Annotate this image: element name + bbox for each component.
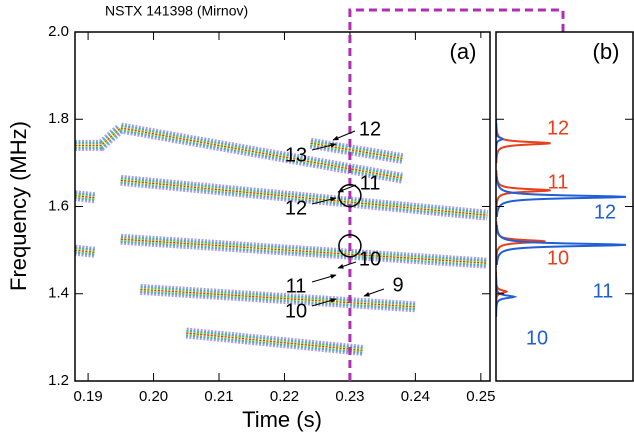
mode-band — [75, 247, 95, 255]
mode-band — [75, 193, 95, 201]
peak-label: 12 — [594, 201, 616, 223]
x-tick-label: 0.24 — [401, 388, 430, 405]
y-tick-label: 2.0 — [48, 23, 69, 40]
mode-band — [140, 288, 416, 308]
chart-title: NSTX 141398 (Mirnov) — [105, 3, 248, 19]
y-axis-label: Frequency (MHz) — [6, 121, 31, 291]
mode-band — [120, 179, 488, 216]
peak-label: 12 — [547, 117, 569, 139]
peak-label: 10 — [526, 327, 548, 349]
label-bg — [582, 38, 630, 66]
mode-band — [75, 192, 96, 202]
x-tick-label: 0.20 — [139, 388, 168, 405]
spectral-peak — [496, 224, 627, 265]
spectral-peak — [496, 118, 505, 159]
mode-band — [120, 238, 488, 264]
annotation-arrow — [337, 261, 357, 269]
x-tick-label: 0.19 — [73, 388, 102, 405]
plot-frame — [495, 31, 634, 382]
mode-band — [75, 190, 96, 204]
annotation-arrow — [337, 184, 357, 193]
y-tick-label: 1.2 — [48, 372, 69, 389]
plot-area — [75, 122, 488, 356]
annotation-arrow — [311, 298, 337, 307]
spectral-peak — [496, 276, 518, 317]
annotation: 13 — [285, 144, 307, 166]
x-tick-label: 0.22 — [270, 388, 299, 405]
annotation-arrow — [363, 288, 385, 297]
y-tick-label: 1.4 — [48, 285, 69, 302]
x-tick-label: 0.23 — [335, 388, 364, 405]
mode-band — [75, 246, 96, 256]
time-marker — [348, 8, 565, 381]
mode-band — [75, 194, 95, 200]
annotation-arrow — [311, 196, 337, 205]
mode-band — [186, 332, 364, 352]
y-tick-label: 1.8 — [48, 110, 69, 127]
y-tick-label: 1.6 — [48, 197, 69, 214]
annotation: 11 — [360, 172, 381, 194]
annotation: 12 — [359, 118, 381, 140]
highlight-circle — [338, 234, 362, 258]
label-bg — [440, 38, 486, 66]
annotation: 9 — [392, 274, 403, 296]
panel-label: (b) — [593, 39, 620, 64]
spectral-peak — [496, 176, 627, 217]
mode-band — [310, 142, 403, 160]
annotation: 10 — [359, 248, 381, 270]
mode-band — [75, 127, 403, 179]
mode-band — [75, 248, 95, 254]
highlight-circle — [338, 183, 362, 208]
peak-label: 10 — [547, 247, 569, 269]
annotation-arrow — [311, 274, 337, 283]
x-tick-label: 0.25 — [466, 388, 495, 405]
peak-label: 11 — [548, 171, 569, 193]
panel-label: (a) — [450, 39, 477, 64]
x-axis-label: Time (s) — [242, 407, 322, 432]
plot-frame — [74, 31, 491, 382]
mode-band — [75, 249, 95, 253]
peak-label: 11 — [593, 280, 614, 302]
spectral-peak — [496, 123, 551, 164]
annotation: 11 — [286, 275, 307, 297]
x-tick-label: 0.21 — [204, 388, 233, 405]
annotation-arrow — [332, 130, 356, 141]
annotation-arrow — [311, 142, 337, 151]
mode-band — [75, 194, 95, 199]
annotation: 10 — [285, 300, 307, 322]
mode-band — [75, 244, 96, 258]
annotation: 12 — [285, 197, 307, 219]
